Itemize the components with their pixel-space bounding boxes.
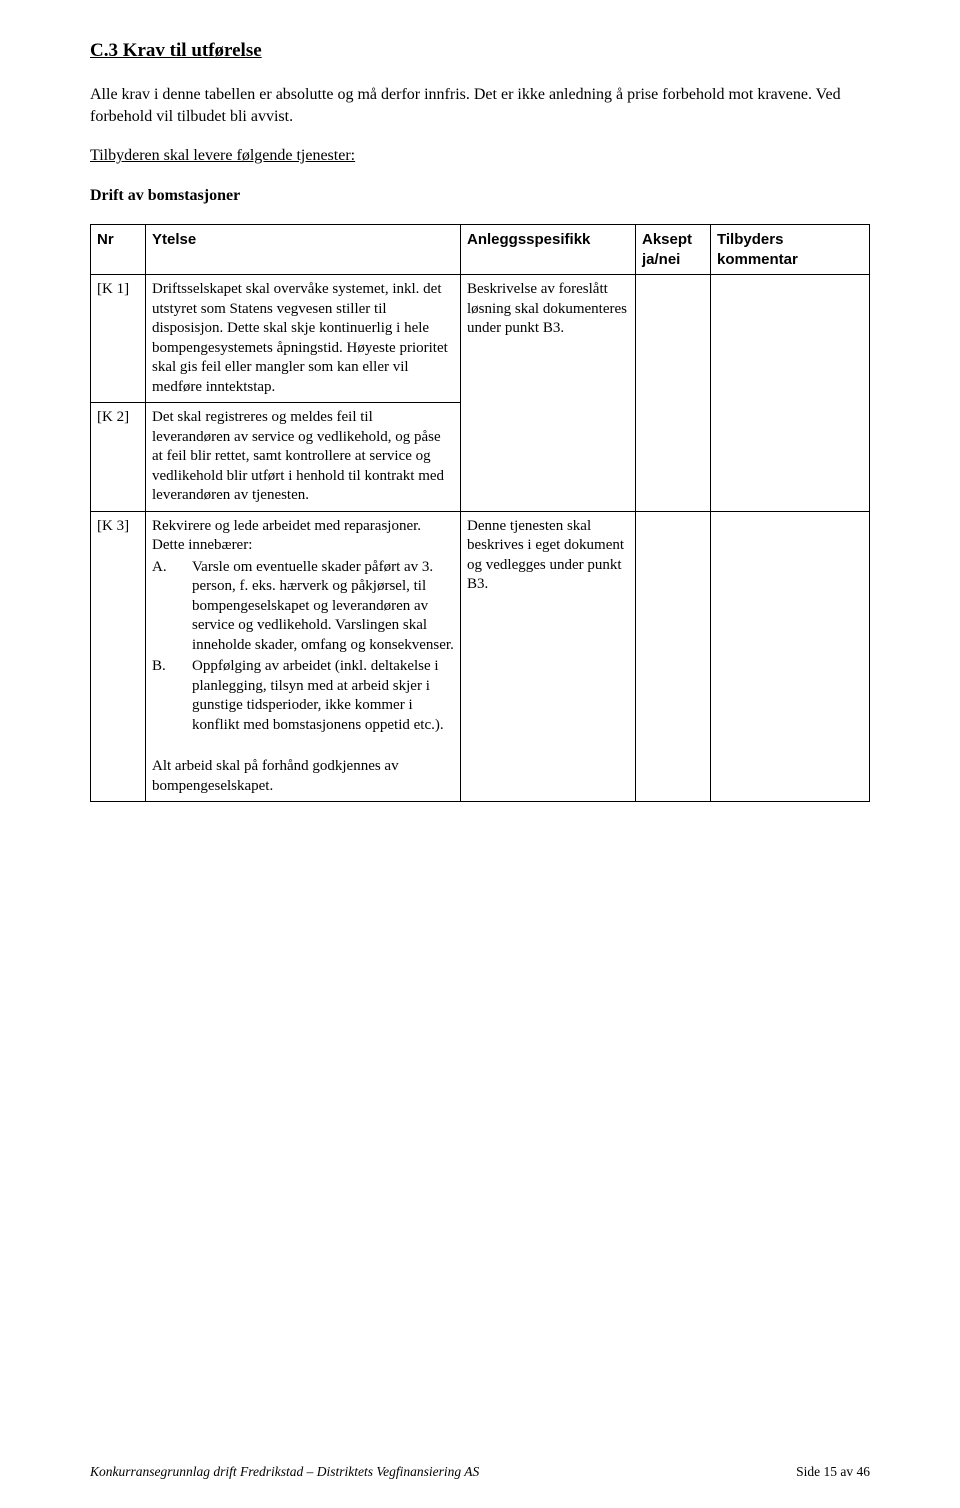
intro-paragraph-2: Tilbyderen skal levere følgende tjeneste… (90, 145, 870, 167)
cell-aksept (636, 511, 711, 802)
col-header-ytelse: Ytelse (146, 225, 461, 275)
table-row: [K 1] Driftsselskapet skal overvåke syst… (91, 275, 870, 403)
cell-nr: [K 3] (91, 511, 146, 802)
requirements-table: Nr Ytelse Anleggsspesifikk Aksept ja/nei… (90, 224, 870, 802)
col-header-anlegg: Anleggsspesifikk (461, 225, 636, 275)
cell-ytelse: Det skal registreres og meldes feil til … (146, 403, 461, 512)
cell-anlegg: Denne tjenesten skal beskrives i eget do… (461, 511, 636, 802)
cell-nr: [K 2] (91, 403, 146, 512)
col-header-nr: Nr (91, 225, 146, 275)
item-text: Oppfølging av arbeidet (inkl. deltakelse… (192, 658, 444, 733)
list-item: A.Varsle om eventuelle skader påført av … (172, 558, 454, 656)
item-marker: B. (172, 657, 192, 677)
table-row: [K 3] Rekvirere og lede arbeidet med rep… (91, 511, 870, 802)
section-heading: C.3 Krav til utførelse (90, 40, 870, 62)
ytelse-tail: Alt arbeid skal på forhånd godkjennes av… (152, 758, 399, 794)
cell-tilbyder (711, 275, 870, 512)
ytelse-item-list: A.Varsle om eventuelle skader påført av … (152, 558, 454, 736)
item-text: Varsle om eventuelle skader påført av 3.… (192, 559, 454, 653)
aksept-line2: ja/nei (642, 251, 680, 268)
item-marker: A. (172, 558, 192, 578)
ytelse-lead: Rekvirere og lede arbeidet med reparasjo… (152, 518, 421, 534)
cell-tilbyder (711, 511, 870, 802)
list-item: B.Oppfølging av arbeidet (inkl. deltakel… (172, 657, 454, 735)
table-header-row: Nr Ytelse Anleggsspesifikk Aksept ja/nei… (91, 225, 870, 275)
col-header-tilbyder: Tilbyders kommentar (711, 225, 870, 275)
cell-nr: [K 1] (91, 275, 146, 403)
cell-ytelse: Driftsselskapet skal overvåke systemet, … (146, 275, 461, 403)
col-header-aksept: Aksept ja/nei (636, 225, 711, 275)
cell-aksept (636, 275, 711, 512)
footer-left: Konkurransegrunnlag drift Fredrikstad – … (90, 1464, 479, 1479)
aksept-line1: Aksept (642, 231, 692, 248)
cell-anlegg: Beskrivelse av foreslått løsning skal do… (461, 275, 636, 512)
ytelse-sub: Dette innebærer: (152, 537, 252, 553)
footer-right: Side 15 av 46 (796, 1464, 870, 1480)
intro-paragraph-1: Alle krav i denne tabellen er absolutte … (90, 84, 870, 127)
page-footer: Konkurransegrunnlag drift Fredrikstad – … (90, 1464, 870, 1480)
cell-ytelse: Rekvirere og lede arbeidet med reparasjo… (146, 511, 461, 802)
tilbyder-line2: kommentar (717, 251, 798, 268)
tilbyder-line1: Tilbyders (717, 231, 783, 248)
subheading: Drift av bomstasjoner (90, 185, 870, 207)
